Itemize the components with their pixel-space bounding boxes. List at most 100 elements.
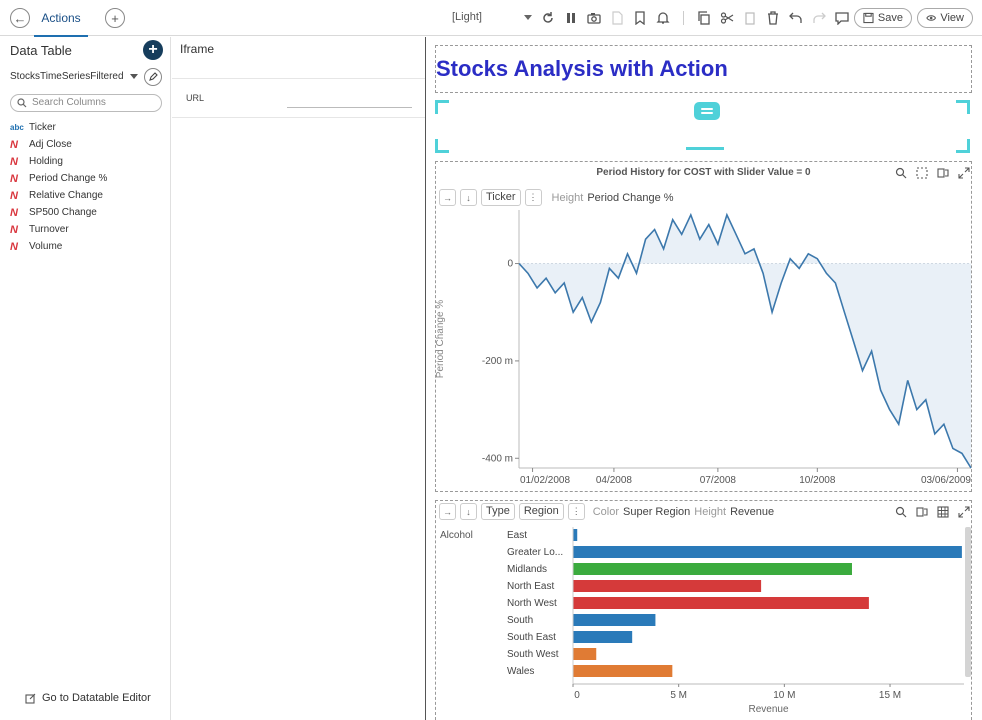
data-table-panel: Data Table + StocksTimeSeriesFiltered Se…: [0, 37, 171, 720]
scrollbar: [965, 527, 971, 677]
bar-chart-icons: [894, 505, 970, 518]
pause-icon[interactable]: [562, 9, 580, 27]
category-label: Midlands: [507, 564, 547, 575]
region-chip[interactable]: Region: [518, 503, 564, 520]
theme-select[interactable]: [Light]: [452, 11, 532, 23]
category-label: Wales: [507, 666, 534, 677]
divider: [172, 117, 425, 118]
selection-corner: [435, 100, 449, 114]
category-label: North West: [507, 598, 557, 609]
add-tab-icon[interactable]: +: [105, 8, 125, 28]
dashboard-canvas: Stocks Analysis with Action Period Histo…: [427, 37, 982, 720]
category-label: North East: [507, 581, 554, 592]
category-label: South East: [507, 632, 556, 643]
column-name: Turnover: [29, 224, 69, 235]
slider-panel[interactable]: [435, 100, 970, 153]
slider-track[interactable]: [686, 147, 724, 150]
series-line: [518, 212, 972, 469]
theme-select-value: [Light]: [452, 11, 482, 23]
expand-icon[interactable]: [957, 166, 970, 179]
bookmark-icon[interactable]: [631, 9, 649, 27]
ticker-chip[interactable]: Ticker: [481, 189, 521, 206]
paste-icon[interactable]: [741, 9, 759, 27]
height-value[interactable]: Revenue: [730, 505, 775, 518]
numeric-type-icon: N: [10, 223, 18, 236]
sort-icon[interactable]: ↓: [460, 189, 477, 206]
bar: [573, 631, 633, 643]
url-label: URL: [186, 93, 205, 103]
bar: [573, 614, 656, 626]
cut-icon[interactable]: [718, 9, 736, 27]
height-value[interactable]: Period Change %: [587, 191, 674, 204]
numeric-type-icon: N: [10, 138, 18, 151]
sort-icon[interactable]: ↓: [460, 503, 477, 520]
select-region-icon[interactable]: [915, 166, 928, 179]
x-axis-settings-icon[interactable]: →: [439, 189, 456, 206]
bar: [573, 648, 597, 660]
scatter-icon[interactable]: ⋮: [524, 189, 542, 206]
export-icon[interactable]: [936, 166, 949, 179]
numeric-type-icon: N: [10, 206, 18, 219]
bar: [573, 597, 869, 609]
edit-data-source-icon[interactable]: [144, 68, 162, 86]
chevron-down-icon: [524, 15, 532, 20]
search-icon: [17, 98, 27, 108]
slider-handle[interactable]: [694, 102, 720, 120]
toolbar-divider: [683, 11, 684, 25]
column-item[interactable]: N Period Change %: [10, 170, 165, 187]
scatter-icon[interactable]: ⋮: [567, 503, 585, 520]
table-view-icon[interactable]: [936, 505, 949, 518]
data-source-select[interactable]: StocksTimeSeriesFiltered: [10, 71, 124, 82]
save-label: Save: [877, 12, 903, 24]
search-icon[interactable]: [894, 505, 907, 518]
column-item[interactable]: N Volume: [10, 238, 165, 255]
column-item[interactable]: N Adj Close: [10, 136, 165, 153]
expand-icon[interactable]: [957, 505, 970, 518]
url-input[interactable]: [287, 98, 412, 108]
column-item[interactable]: N Holding: [10, 153, 165, 170]
view-button[interactable]: View: [917, 8, 973, 28]
redo-icon[interactable]: [810, 9, 828, 27]
snapshot-icon[interactable]: [585, 9, 603, 27]
x-tick-label: 10/2008: [799, 475, 836, 486]
selection-corner: [956, 139, 970, 153]
numeric-type-icon: N: [10, 189, 18, 202]
bar: [573, 563, 852, 575]
line-chart-icons: [894, 166, 970, 179]
undo-icon[interactable]: [787, 9, 805, 27]
tab-actions[interactable]: Actions: [34, 0, 88, 37]
back-icon[interactable]: ←: [10, 8, 30, 28]
chevron-down-icon[interactable]: [130, 74, 138, 79]
x-tick-label: 10 M: [773, 690, 795, 701]
top-toolbar: ← Actions + [Light] Save View: [0, 0, 982, 37]
add-data-table-button[interactable]: +: [143, 40, 163, 60]
column-item[interactable]: abc Ticker: [10, 119, 165, 136]
category-label: East: [507, 530, 527, 541]
selection-corner: [435, 139, 449, 153]
y-axis-label: Period Change %: [436, 300, 446, 378]
refresh-icon[interactable]: [539, 9, 557, 27]
pdf-icon[interactable]: [608, 9, 626, 27]
column-item[interactable]: N Turnover: [10, 221, 165, 238]
category-label: South: [507, 615, 533, 626]
search-columns-input[interactable]: Search Columns: [10, 94, 162, 112]
export-icon[interactable]: [915, 505, 928, 518]
search-icon[interactable]: [894, 166, 907, 179]
type-chip[interactable]: Type: [481, 503, 515, 520]
save-button[interactable]: Save: [854, 8, 912, 28]
color-label: Color: [592, 505, 620, 518]
data-table-title: Data Table: [10, 43, 72, 58]
bell-icon[interactable]: [654, 9, 672, 27]
comment-icon[interactable]: [833, 9, 851, 27]
go-to-datatable-editor-link[interactable]: Go to Datatable Editor: [25, 692, 151, 704]
copy-icon[interactable]: [695, 9, 713, 27]
column-item[interactable]: N Relative Change: [10, 187, 165, 204]
go-to-datatable-editor-label: Go to Datatable Editor: [42, 692, 151, 704]
divider: [172, 78, 425, 79]
x-tick-label: 01/02/2008: [520, 475, 570, 486]
column-item[interactable]: N SP500 Change: [10, 204, 165, 221]
x-axis-settings-icon[interactable]: →: [439, 503, 456, 520]
delete-icon[interactable]: [764, 9, 782, 27]
color-value[interactable]: Super Region: [623, 505, 691, 518]
title-panel[interactable]: Stocks Analysis with Action: [435, 45, 972, 93]
